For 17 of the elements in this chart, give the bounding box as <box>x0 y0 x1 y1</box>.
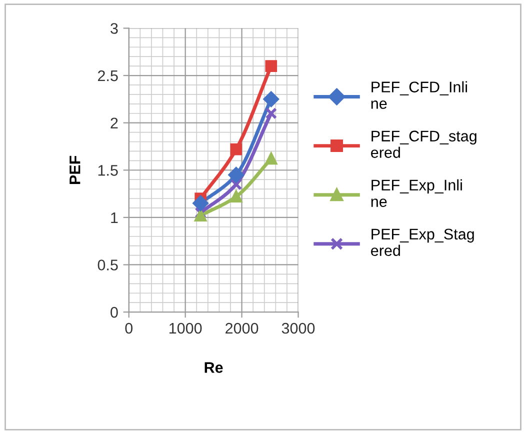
y-tick-label: 0.5 <box>98 260 118 270</box>
y-tick-label: 0 <box>110 306 118 318</box>
y-tick-label: 2.5 <box>98 70 118 82</box>
y-tick-label: 3 <box>110 23 118 34</box>
y-tick-label: 1 <box>111 212 118 223</box>
x-tick-label: 1000 <box>170 322 202 334</box>
legend-label: PEF_Exp_Inline <box>371 179 462 207</box>
y-axis-title: PEF <box>70 156 80 184</box>
legend-label: PEF_Exp_Stagered <box>371 228 474 256</box>
y-tick-label: 1.5 <box>98 165 118 176</box>
x-tick-label: 3000 <box>282 322 315 334</box>
legend-label: PEF_CFD_Inline <box>371 81 467 109</box>
y-tick-label: 2 <box>110 118 118 128</box>
x-tick-label: 2000 <box>226 322 258 334</box>
x-axis-title: Re <box>204 362 223 373</box>
x-tick-label: 0 <box>125 322 133 334</box>
legend-label: PEF_CFD_stagered <box>371 130 476 158</box>
